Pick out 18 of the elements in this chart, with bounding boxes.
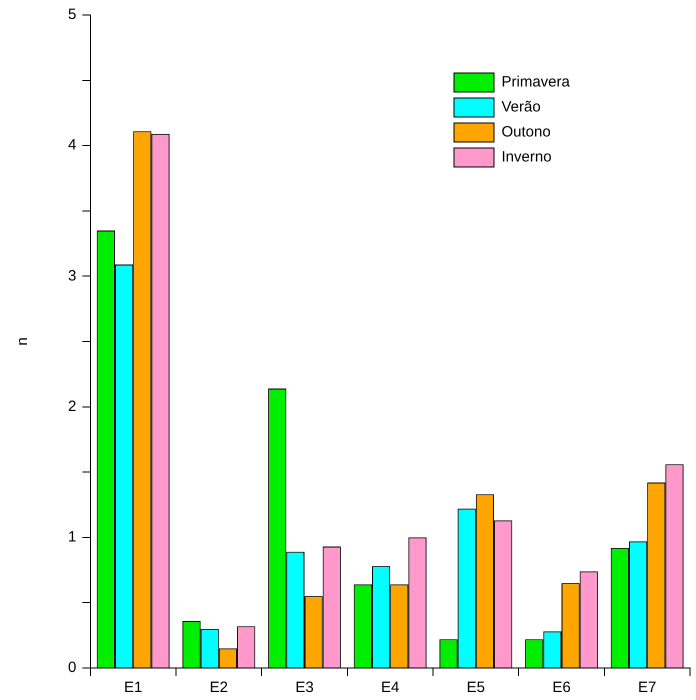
y-axis-title: n (14, 337, 32, 346)
x-tick-label: E6 (552, 679, 571, 696)
y-tick-label: 2 (68, 398, 76, 415)
x-tick-label: E1 (124, 679, 142, 696)
x-tick-label: E3 (295, 679, 314, 696)
legend-label: Primavera (502, 74, 571, 91)
y-tick-label: 3 (68, 267, 76, 284)
y-tick-label: 5 (68, 6, 76, 24)
y-tick-label: 1 (68, 528, 76, 546)
legend-label: Outono (502, 124, 551, 141)
x-tick-label: E2 (210, 679, 228, 696)
y-tick-label: 0 (68, 659, 76, 676)
legend-label: Inverno (502, 148, 552, 166)
x-tick-label: E4 (380, 679, 400, 696)
legend-label: Verão (502, 98, 541, 116)
y-tick-label: 4 (68, 136, 76, 154)
x-tick-label: E7 (638, 679, 656, 696)
x-tick-label: E5 (466, 679, 486, 696)
